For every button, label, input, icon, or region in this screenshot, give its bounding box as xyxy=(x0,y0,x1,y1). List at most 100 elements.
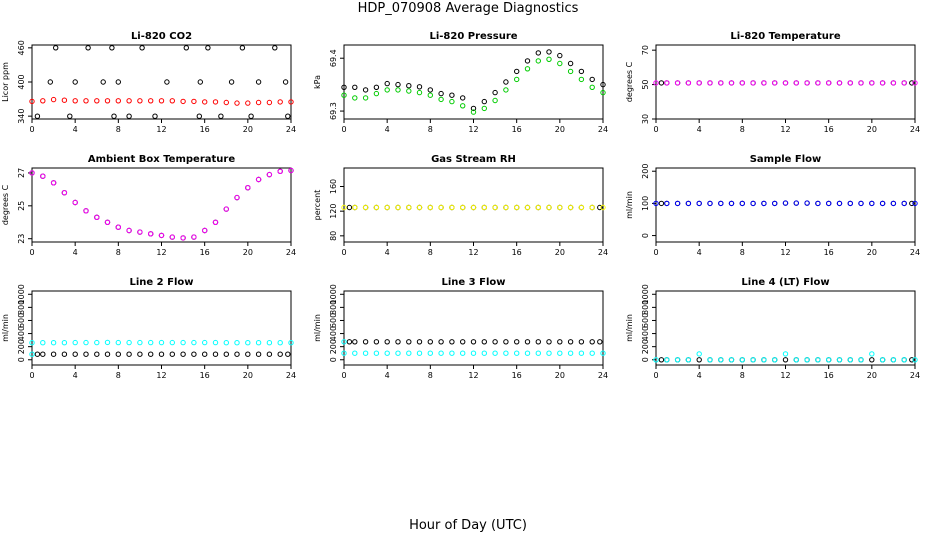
y-tick-label: 200 xyxy=(641,339,650,354)
data-point xyxy=(239,45,246,51)
data-point xyxy=(341,339,347,345)
data-point xyxy=(567,204,574,211)
plot-frame xyxy=(31,167,292,243)
data-point xyxy=(481,350,487,356)
data-point xyxy=(223,99,230,106)
data-point xyxy=(384,87,390,93)
x-tick-label: 16 xyxy=(512,248,522,257)
x-tick-label: 4 xyxy=(385,125,390,134)
x-tick-label: 8 xyxy=(116,371,121,380)
x-tick-label: 12 xyxy=(468,125,478,134)
data-point xyxy=(427,204,433,211)
data-point xyxy=(438,350,444,356)
data-point xyxy=(218,113,224,119)
panel-2: Li-820 Pressure kPa 0 4 8 12 16 20 24 69.3 69.4 xyxy=(313,31,608,134)
panel-title: Sample Flow xyxy=(750,154,822,165)
data-point xyxy=(804,357,810,363)
data-point xyxy=(40,173,46,179)
data-point xyxy=(384,80,390,87)
data-point xyxy=(126,339,132,346)
data-point xyxy=(341,92,347,98)
data-point xyxy=(901,357,907,363)
data-point xyxy=(653,200,659,207)
data-point xyxy=(285,113,291,119)
data-point xyxy=(83,339,89,346)
data-point xyxy=(492,204,498,211)
data-point xyxy=(674,80,681,86)
data-point xyxy=(597,204,603,211)
data-point xyxy=(406,204,412,211)
x-tick-label: 4 xyxy=(385,371,390,380)
data-point xyxy=(600,89,606,96)
data-point xyxy=(674,357,681,363)
plot-frame xyxy=(31,44,292,120)
data-point xyxy=(739,80,745,86)
data-point xyxy=(67,113,73,119)
data-point xyxy=(879,200,886,207)
data-point xyxy=(869,200,875,207)
y-axis-label: percent xyxy=(313,190,322,221)
data-point xyxy=(546,49,552,55)
y-tick-label: 23 xyxy=(17,234,26,244)
data-point xyxy=(750,200,756,207)
y-axis-label: ml/min xyxy=(625,191,634,219)
x-tick-label: 12 xyxy=(468,371,478,380)
data-point xyxy=(346,204,353,211)
data-point xyxy=(535,58,541,64)
data-point xyxy=(29,98,35,105)
data-point xyxy=(115,98,122,104)
data-point xyxy=(815,80,821,86)
x-tick-label: 0 xyxy=(29,125,34,134)
data-point xyxy=(470,105,477,112)
data-point xyxy=(158,339,165,346)
series-1 xyxy=(34,45,291,119)
y-tick-label: 25 xyxy=(17,201,26,211)
data-point xyxy=(782,357,789,363)
x-tick-label: 16 xyxy=(824,248,834,257)
data-point xyxy=(50,340,57,346)
figure-x-axis-label: Hour of Day (UTC) xyxy=(409,518,527,533)
data-point xyxy=(245,340,251,346)
data-point xyxy=(718,357,724,363)
data-point xyxy=(234,194,240,201)
data-point xyxy=(285,351,291,357)
data-point xyxy=(288,340,294,346)
x-tick-label: 0 xyxy=(29,371,34,380)
data-point xyxy=(912,80,918,86)
data-point xyxy=(196,113,203,119)
data-point xyxy=(104,219,111,226)
data-point xyxy=(373,204,380,211)
series-1 xyxy=(341,49,606,112)
x-tick-label: 24 xyxy=(598,248,608,257)
data-point xyxy=(481,204,487,211)
series-3 xyxy=(29,351,35,357)
data-point xyxy=(901,200,907,207)
data-point xyxy=(115,224,122,230)
data-point xyxy=(503,350,509,356)
data-point xyxy=(546,204,552,211)
data-point xyxy=(427,350,433,356)
data-point xyxy=(772,200,778,207)
y-tick-label: 50 xyxy=(641,79,650,89)
data-point xyxy=(858,357,864,363)
data-point xyxy=(169,351,176,357)
data-point xyxy=(858,80,864,86)
data-point xyxy=(653,357,659,363)
y-tick-label: 27 xyxy=(17,168,26,178)
data-point xyxy=(180,339,186,346)
data-point xyxy=(535,350,541,356)
x-tick-label: 8 xyxy=(428,125,433,134)
data-point xyxy=(460,204,466,211)
data-point xyxy=(909,200,915,207)
x-tick-label: 4 xyxy=(73,125,78,134)
series-1 xyxy=(29,339,294,346)
data-point xyxy=(427,87,433,93)
y-axis-label: kPa xyxy=(313,75,322,89)
y-tick-label: 800 xyxy=(17,300,26,315)
data-point xyxy=(890,80,897,86)
data-point xyxy=(362,350,369,356)
data-point xyxy=(750,80,756,86)
plot-frame xyxy=(343,290,604,366)
data-point xyxy=(212,219,219,226)
data-point xyxy=(169,339,176,346)
